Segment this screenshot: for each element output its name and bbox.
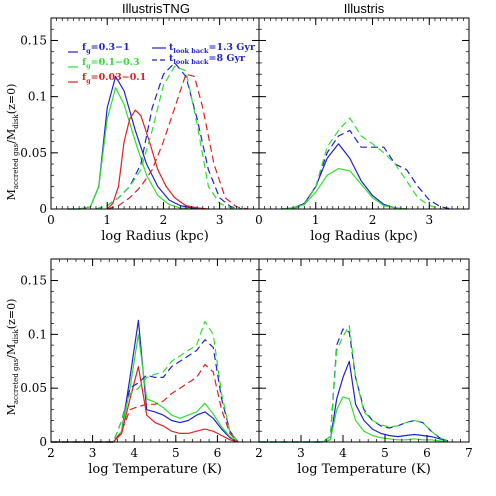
series-line-2-1 [281, 143, 407, 210]
y-tick-label: 0.1 [28, 90, 47, 104]
legend-item-fg-2: fg=0.1−0.3 [68, 57, 140, 70]
x-axis-label: log Radius (kpc) [101, 229, 209, 244]
legend-item-t-1: tlook back=1.3 Gyr [152, 42, 256, 55]
panel-frame [50, 258, 260, 443]
panel-4: 2 3 4 5 6 7 log Temperature (K) [255, 258, 473, 477]
y-tick-label: 0.15 [20, 33, 47, 47]
series-line-4-3 [259, 328, 449, 443]
series-line-2-4 [292, 117, 441, 210]
legend-item-t-2: tlook back=8 Gyr [152, 53, 246, 66]
y-axis-label-bottom: Maccreted gas/Mdisk(z=0) [5, 299, 20, 416]
x-tick-label: 2 [255, 446, 263, 460]
x-tick-label: 5 [172, 446, 180, 460]
x-tick-label: 2 [369, 213, 377, 227]
panel-3: 2 3 4 5 6 0 0.05 0.1 0.15 log Temperature (K) [20, 258, 260, 477]
x-tick-label: 6 [214, 446, 222, 460]
x-tick-label: 1 [312, 213, 320, 227]
x-tick-label: 2 [160, 213, 168, 227]
legend-label-fg-1: fg=0.3−1 [82, 42, 130, 55]
x-tick-label: 4 [130, 446, 138, 460]
x-tick-label: 3 [89, 446, 97, 460]
series-line-1-5 [95, 65, 243, 210]
legend: fg=0.3−1 fg=0.1−0.3 fg=0.03−0.1 tlook ba… [68, 42, 256, 85]
y-tick-label: 0.05 [20, 146, 47, 160]
y-tick-label: 0.15 [20, 274, 47, 288]
x-axis-label: log Temperature (K) [88, 462, 222, 477]
legend-label-t-1: tlook back=1.3 Gyr [169, 42, 256, 55]
legend-label-fg-2: fg=0.1−0.3 [82, 57, 140, 70]
x-tick-label: 6 [423, 446, 431, 460]
y-tick-label: 0.1 [28, 327, 47, 341]
series-line-4-1 [259, 360, 449, 443]
x-tick-label: 4 [339, 446, 347, 460]
series-line-3-4 [51, 339, 239, 443]
x-tick-label: 2 [47, 446, 55, 460]
series-line-4-4 [259, 325, 449, 443]
y-axis-label-top: Maccreted gas/Mdisk(z=0) [5, 84, 20, 201]
x-tick-label: 0 [255, 213, 263, 227]
y-tick-label: 0 [39, 435, 47, 449]
title-right: Illustris [344, 1, 385, 16]
y-tick-label: 0 [39, 202, 47, 216]
x-tick-label: 3 [425, 213, 433, 227]
x-tick-label: 3 [297, 446, 305, 460]
legend-item-fg-3: fg=0.03−0.1 [68, 72, 146, 85]
series-line-1-2 [67, 87, 192, 210]
y-tick-label: 0.05 [20, 381, 47, 395]
x-tick-label: 7 [465, 446, 473, 460]
series-line-1-3 [106, 109, 209, 210]
legend-label-fg-3: fg=0.03−0.1 [82, 72, 146, 85]
series-line-2-2 [281, 168, 407, 210]
series-line-1-6 [107, 73, 248, 210]
legend-label-t-2: tlook back=8 Gyr [169, 53, 246, 66]
x-tick-label: 0 [47, 213, 55, 227]
panel-frame [258, 258, 470, 443]
series-line-3-5 [51, 320, 239, 443]
title-left: IllustrisTNG [122, 1, 190, 16]
panel-2: 0 1 2 3 log Radius (kpc) [255, 17, 470, 244]
x-tick-label: 3 [216, 213, 224, 227]
x-tick-label: 5 [381, 446, 389, 460]
x-axis-label: log Temperature (K) [297, 462, 431, 477]
panel-frame [258, 17, 470, 210]
x-axis-label: log Radius (kpc) [310, 229, 418, 244]
series-line-3-6 [51, 363, 239, 443]
x-tick-label: 1 [103, 213, 111, 227]
legend-item-fg-1: fg=0.3−1 [68, 42, 130, 55]
